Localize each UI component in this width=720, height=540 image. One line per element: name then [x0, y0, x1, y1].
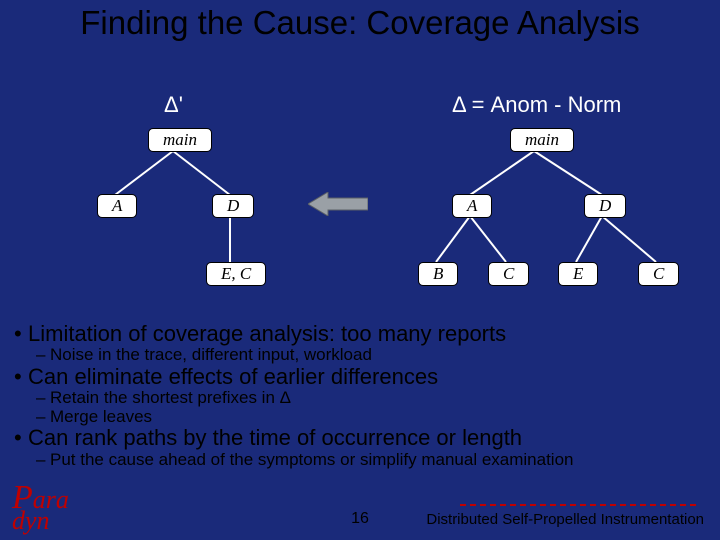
left-node-main: main — [148, 128, 212, 152]
left-node-d: D — [212, 194, 254, 218]
logo-dyn: dyn — [12, 506, 50, 535]
footer-rule — [460, 504, 696, 506]
right-node-d: D — [584, 194, 626, 218]
right-node-b: B — [418, 262, 458, 286]
bullet-region: Limitation of coverage analysis: too man… — [14, 322, 714, 469]
bullet-1: Limitation of coverage analysis: too man… — [14, 322, 714, 346]
left-tree-label: Δ' — [164, 92, 183, 118]
slide-number: 16 — [351, 510, 369, 528]
bullet-1-sub-1: Noise in the trace, different input, wor… — [14, 346, 714, 365]
right-node-main: main — [510, 128, 574, 152]
slide: Finding the Cause: Coverage Analysis Δ' … — [0, 0, 720, 540]
footer-text: Distributed Self-Propelled Instrumentati… — [426, 511, 704, 528]
left-node-ec: E, C — [206, 262, 266, 286]
left-arrow-icon — [308, 192, 368, 216]
bullet-2-sub-2: Merge leaves — [14, 408, 714, 427]
bullet-3: Can rank paths by the time of occurrence… — [14, 426, 714, 450]
bullet-3-sub-1: Put the cause ahead of the symptoms or s… — [14, 451, 714, 470]
right-node-e: E — [558, 262, 598, 286]
right-node-c-right: C — [638, 262, 679, 286]
slide-title: Finding the Cause: Coverage Analysis — [0, 4, 720, 42]
right-node-a: A — [452, 194, 492, 218]
bullet-2-sub-1: Retain the shortest prefixes in Δ — [14, 389, 714, 408]
right-tree-label: Δ = Anom - Norm — [452, 92, 621, 118]
paradyn-logo: Para dyn — [12, 484, 69, 532]
left-node-a: A — [97, 194, 137, 218]
bullet-2: Can eliminate effects of earlier differe… — [14, 365, 714, 389]
right-node-c-left: C — [488, 262, 529, 286]
